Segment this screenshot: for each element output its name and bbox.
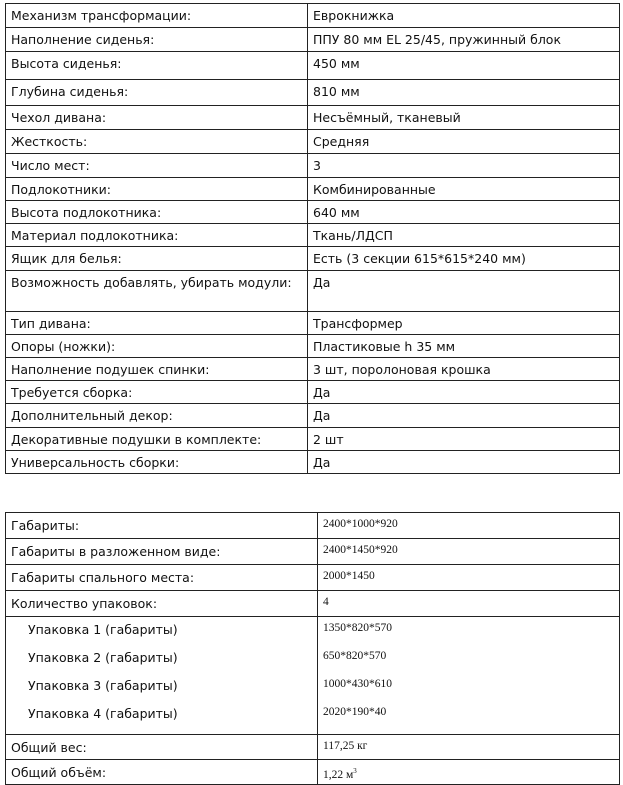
spec-value: Да	[307, 403, 620, 428]
spec-row: Опоры (ножки): Пластиковые h 35 мм	[5, 334, 620, 358]
spec-row: Число мест: 3	[5, 153, 620, 178]
dimension-row: Габариты спального места: 2000*1450	[5, 564, 620, 591]
volume-unit-sup: 3	[353, 767, 357, 775]
spec-label: Опоры (ножки):	[5, 334, 308, 358]
package-label: Упаковка 2 (габариты)	[28, 650, 178, 665]
spec-label: Механизм трансформации:	[5, 3, 308, 28]
dimensions-table: Габариты: 2400*1000*920 Габариты в разложе…	[5, 512, 620, 785]
spec-value: 2 шт	[307, 427, 620, 451]
spec-value: Средняя	[307, 129, 620, 154]
spec-label: Жесткость:	[5, 129, 308, 154]
packages-row: Упаковка 1 (габариты) Упаковка 2 (габарит…	[5, 616, 620, 735]
package-value: 1000*430*610	[323, 678, 392, 690]
spec-value: Пластиковые h 35 мм	[307, 334, 620, 358]
spec-value: Да	[307, 450, 620, 474]
spec-row: Возможность добавлять, убирать модули: Да	[5, 270, 620, 312]
dimension-label: Количество упаковок:	[5, 590, 318, 617]
spec-row: Тип дивана: Трансформер	[5, 311, 620, 335]
spec-label: Наполнение подушек спинки:	[5, 357, 308, 381]
spec-label: Материал подлокотника:	[5, 223, 308, 247]
dimension-value: 2400*1000*920	[317, 512, 620, 539]
dimension-row: Габариты в разложенном виде: 2400*1450*92…	[5, 538, 620, 565]
spec-label: Декоративные подушки в комплекте:	[5, 427, 308, 451]
spec-row: Ящик для белья: Есть (3 секции 615*615*24…	[5, 246, 620, 271]
spec-row: Материал подлокотника: Ткань/ЛДСП	[5, 223, 620, 247]
specs-table: Механизм трансформации: Еврокнижка Наполне…	[5, 3, 620, 474]
dimension-row: Количество упаковок: 4	[5, 590, 620, 617]
spec-value: Комбинированные	[307, 177, 620, 201]
spec-label: Число мест:	[5, 153, 308, 178]
spec-label: Требуется сборка:	[5, 380, 308, 404]
spec-label: Дополнительный декор:	[5, 403, 308, 428]
spec-label: Возможность добавлять, убирать модули:	[5, 270, 308, 312]
spec-row: Дополнительный декор: Да	[5, 403, 620, 428]
spec-row: Механизм трансформации: Еврокнижка	[5, 3, 620, 28]
spec-value: Трансформер	[307, 311, 620, 335]
spec-value: ППУ 80 мм EL 25/45, пружинный блок	[307, 27, 620, 52]
spec-value: Несъёмный, тканевый	[307, 105, 620, 130]
dimension-label: Габариты спального места:	[5, 564, 318, 591]
package-label: Упаковка 4 (габариты)	[28, 706, 178, 721]
dimension-label: Габариты в разложенном виде:	[5, 538, 318, 565]
spec-row: Наполнение сиденья: ППУ 80 мм EL 25/45, п…	[5, 27, 620, 52]
dimension-value: 2000*1450	[317, 564, 620, 591]
dimension-label: Общий вес:	[5, 734, 318, 760]
dimension-label: Габариты:	[5, 512, 318, 539]
package-label: Упаковка 1 (габариты)	[28, 622, 178, 637]
spec-value: 3	[307, 153, 620, 178]
spec-value: Да	[307, 270, 620, 312]
packages-values: 1350*820*570 650*820*570 1000*430*610 2020*…	[317, 616, 620, 735]
spec-row: Высота сиденья: 450 мм	[5, 51, 620, 80]
spec-row: Чехол дивана: Несъёмный, тканевый	[5, 105, 620, 130]
volume-value: 1,22 м	[323, 768, 354, 781]
spec-value: Ткань/ЛДСП	[307, 223, 620, 247]
package-value: 2020*190*40	[323, 706, 387, 718]
spec-label: Тип дивана:	[5, 311, 308, 335]
spec-label: Универсальность сборки:	[5, 450, 308, 474]
spec-value: Еврокнижка	[307, 3, 620, 28]
spec-row: Жесткость: Средняя	[5, 129, 620, 154]
spec-value: Есть (3 секции 615*615*240 мм)	[307, 246, 620, 271]
spec-value: 810 мм	[307, 79, 620, 106]
spec-label: Чехол дивана:	[5, 105, 308, 130]
dimension-value: 117,25 кг	[317, 734, 620, 760]
package-value: 650*820*570	[323, 650, 387, 662]
spec-label: Подлокотники:	[5, 177, 308, 201]
dimension-label: Общий объём:	[5, 759, 318, 785]
spec-value: 450 мм	[307, 51, 620, 80]
packages-labels: Упаковка 1 (габариты) Упаковка 2 (габарит…	[5, 616, 318, 735]
spec-label: Наполнение сиденья:	[5, 27, 308, 52]
package-value: 1350*820*570	[323, 622, 392, 634]
spec-row: Высота подлокотника: 640 мм	[5, 200, 620, 224]
spec-label: Высота сиденья:	[5, 51, 308, 80]
spec-label: Глубина сиденья:	[5, 79, 308, 106]
spec-label: Ящик для белья:	[5, 246, 308, 271]
spec-row: Декоративные подушки в комплекте: 2 шт	[5, 427, 620, 451]
spec-value: Да	[307, 380, 620, 404]
spec-row: Глубина сиденья: 810 мм	[5, 79, 620, 106]
spec-row: Требуется сборка: Да	[5, 380, 620, 404]
dimension-value: 1,22 м3	[317, 759, 620, 785]
dimension-value: 4	[317, 590, 620, 617]
weight-row: Общий вес: 117,25 кг	[5, 734, 620, 760]
spec-value: 640 мм	[307, 200, 620, 224]
dimension-value: 2400*1450*920	[317, 538, 620, 565]
package-label: Упаковка 3 (габариты)	[28, 678, 178, 693]
dimension-row: Габариты: 2400*1000*920	[5, 512, 620, 539]
spec-row: Универсальность сборки: Да	[5, 450, 620, 474]
spec-label: Высота подлокотника:	[5, 200, 308, 224]
spec-value: 3 шт, поролоновая крошка	[307, 357, 620, 381]
spec-row: Подлокотники: Комбинированные	[5, 177, 620, 201]
volume-row: Общий объём: 1,22 м3	[5, 759, 620, 785]
spec-row: Наполнение подушек спинки: 3 шт, поролоно…	[5, 357, 620, 381]
